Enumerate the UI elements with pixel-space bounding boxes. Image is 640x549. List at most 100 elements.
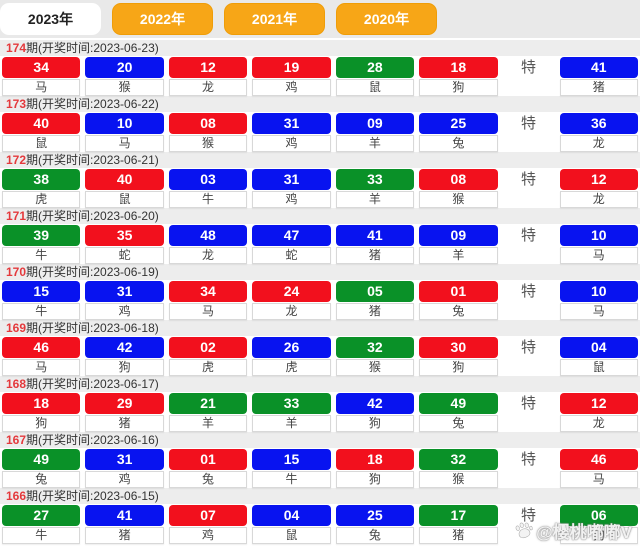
number-5-zodiac: 猴 bbox=[335, 359, 415, 376]
number-5: 09 羊 bbox=[335, 113, 415, 152]
period-number: 173 bbox=[6, 97, 27, 111]
number-1-zodiac: 马 bbox=[2, 359, 81, 376]
number-4-zodiac: 龙 bbox=[252, 303, 331, 320]
number-6: 09 羊 bbox=[419, 225, 498, 264]
period-header: 170期(开奖时间:2023-06-19) bbox=[0, 264, 640, 280]
number-2: 41 猪 bbox=[85, 505, 164, 544]
number-1: 27 牛 bbox=[2, 505, 81, 544]
number-6-zodiac: 兔 bbox=[419, 415, 498, 432]
special-marker: 特 bbox=[521, 283, 537, 300]
number-2: 35 蛇 bbox=[85, 225, 164, 264]
number-2-ball: 10 bbox=[85, 113, 164, 134]
special-number-zodiac: 马 bbox=[559, 471, 638, 488]
year-tab-2021[interactable]: 2021年 bbox=[224, 3, 325, 35]
number-2-ball: 35 bbox=[85, 225, 164, 246]
number-6-ball: 49 bbox=[419, 393, 498, 414]
period-number: 168 bbox=[6, 377, 27, 391]
period-numbers-row: 40 鼠 10 马 08 猴 31 鸡 09 羊 25 兔 特 36 龙 bbox=[0, 113, 640, 152]
period-number: 172 bbox=[6, 153, 27, 167]
number-1: 46 马 bbox=[2, 337, 81, 376]
number-5-ball: 41 bbox=[335, 225, 415, 246]
number-1-zodiac: 狗 bbox=[2, 415, 81, 432]
period-numbers-row: 38 虎 40 鼠 03 牛 31 鸡 33 羊 08 猴 特 12 龙 bbox=[0, 169, 640, 208]
number-3: 12 龙 bbox=[168, 57, 248, 96]
number-2-zodiac: 猴 bbox=[85, 79, 164, 96]
special-number-zodiac: 马 bbox=[559, 303, 638, 320]
special-number: 04 鼠 bbox=[559, 337, 638, 376]
number-3-ball: 48 bbox=[168, 225, 248, 246]
results-list: 174期(开奖时间:2023-06-23) 34 马 20 猴 12 龙 19 鸡 28 鼠 18 狗特… bbox=[0, 38, 640, 544]
number-5: 28 鼠 bbox=[335, 57, 415, 96]
number-3-ball: 03 bbox=[168, 169, 248, 190]
number-1-ball: 34 bbox=[2, 57, 81, 78]
number-3-zodiac: 羊 bbox=[168, 415, 248, 432]
period-174: 174期(开奖时间:2023-06-23) 34 马 20 猴 12 龙 19 鸡 28 鼠 18 狗特… bbox=[0, 40, 640, 96]
period-numbers-row: 49 兔 31 鸡 01 兔 15 牛 18 狗 32 猴特 46 马 bbox=[0, 449, 640, 488]
number-6-zodiac: 羊 bbox=[419, 247, 498, 264]
number-2-ball: 29 bbox=[85, 393, 164, 414]
number-2-ball: 31 bbox=[85, 281, 164, 302]
special-number-zodiac: 龙 bbox=[559, 135, 638, 152]
number-5-zodiac: 猪 bbox=[335, 303, 415, 320]
number-6-ball: 17 bbox=[419, 505, 498, 526]
special-number: 36 龙 bbox=[559, 113, 638, 152]
number-4-ball: 26 bbox=[252, 337, 331, 358]
number-2-zodiac: 鸡 bbox=[85, 303, 164, 320]
period-171: 171期(开奖时间:2023-06-20) 39 牛 35 蛇 48 龙 47 蛇 41 猪 09 羊特… bbox=[0, 208, 640, 264]
number-3: 34 马 bbox=[168, 281, 248, 320]
number-3-ball: 21 bbox=[168, 393, 248, 414]
number-3-zodiac: 兔 bbox=[168, 471, 248, 488]
number-3-zodiac: 猴 bbox=[168, 135, 248, 152]
special-marker: 特 bbox=[521, 171, 537, 188]
number-3-zodiac: 马 bbox=[168, 303, 248, 320]
number-4-ball: 31 bbox=[252, 113, 331, 134]
number-2-zodiac: 鸡 bbox=[85, 471, 164, 488]
number-2: 29 猪 bbox=[85, 393, 164, 432]
number-5-ball: 18 bbox=[335, 449, 415, 470]
number-5-ball: 42 bbox=[335, 393, 415, 414]
number-2: 31 鸡 bbox=[85, 449, 164, 488]
number-1: 49 兔 bbox=[2, 449, 81, 488]
special-marker: 特 bbox=[521, 395, 537, 412]
special-number: 41 猪 bbox=[559, 57, 638, 96]
number-5: 42 狗 bbox=[335, 393, 415, 432]
year-tab-2020[interactable]: 2020年 bbox=[336, 3, 437, 35]
number-3: 08 猴 bbox=[168, 113, 248, 152]
special-number-ball: 36 bbox=[559, 113, 638, 134]
number-1-ball: 46 bbox=[2, 337, 81, 358]
number-6: 30 狗 bbox=[419, 337, 498, 376]
special-marker: 特 bbox=[521, 227, 537, 244]
number-4: 19 鸡 bbox=[252, 57, 331, 96]
number-3: 01 兔 bbox=[168, 449, 248, 488]
number-2: 31 鸡 bbox=[85, 281, 164, 320]
special-number-ball: 10 bbox=[559, 225, 638, 246]
number-4: 04 鼠 bbox=[252, 505, 331, 544]
number-4-zodiac: 蛇 bbox=[252, 247, 331, 264]
number-4: 31 鸡 bbox=[252, 113, 331, 152]
number-6-zodiac: 猴 bbox=[419, 471, 498, 488]
number-4: 31 鸡 bbox=[252, 169, 331, 208]
number-5-zodiac: 羊 bbox=[335, 191, 415, 208]
number-1: 15 牛 bbox=[2, 281, 81, 320]
period-166: 166期(开奖时间:2023-06-15) 27 牛 41 猪 07 鸡 04 鼠 25 兔 17 猪特… bbox=[0, 488, 640, 544]
number-5-ball: 32 bbox=[335, 337, 415, 358]
number-3-zodiac: 虎 bbox=[168, 359, 248, 376]
number-5-ball: 25 bbox=[335, 505, 415, 526]
number-3-ball: 01 bbox=[168, 449, 248, 470]
period-number: 174 bbox=[6, 41, 27, 55]
number-4: 24 龙 bbox=[252, 281, 331, 320]
year-tab-2023[interactable]: 2023年 bbox=[0, 3, 101, 35]
number-5-ball: 05 bbox=[335, 281, 415, 302]
period-draw-time: 期(开奖时间:2023-06-19) bbox=[26, 265, 159, 279]
number-5: 25 兔 bbox=[335, 505, 415, 544]
special-number-ball: 12 bbox=[559, 393, 638, 414]
number-1-ball: 49 bbox=[2, 449, 81, 470]
year-tab-2022[interactable]: 2022年 bbox=[112, 3, 213, 35]
special-number-zodiac: 鼠 bbox=[559, 359, 638, 376]
number-2: 10 马 bbox=[85, 113, 164, 152]
number-5: 33 羊 bbox=[335, 169, 415, 208]
number-3: 48 龙 bbox=[168, 225, 248, 264]
number-2-ball: 31 bbox=[85, 449, 164, 470]
period-header: 173期(开奖时间:2023-06-22) bbox=[0, 96, 640, 112]
special-number-zodiac: 马 bbox=[559, 247, 638, 264]
